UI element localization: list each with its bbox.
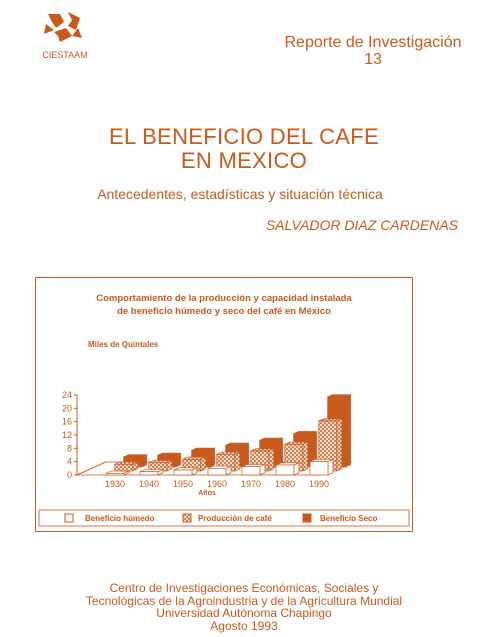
bar-0-1980 — [275, 462, 300, 476]
footer: Centro de Investigaciones Económicas, So… — [40, 582, 448, 632]
x-tick-label-1930: 1930 — [105, 479, 125, 489]
bar-1-1950 — [182, 456, 207, 472]
legend-swatch-humedo — [64, 513, 74, 523]
y-axis-label: Miles de Quintales — [88, 340, 159, 349]
x-tick-label-1970: 1970 — [241, 479, 261, 489]
y-tick-label-20: 20 — [62, 403, 72, 413]
bar-front — [207, 467, 227, 476]
bar-0-1990 — [309, 458, 334, 476]
chart-title-line-2: de beneficio húmedo y seco del café en M… — [117, 306, 331, 317]
legend-label-produccion: Producción de café — [198, 514, 272, 523]
x-tick-label-1950: 1950 — [173, 479, 193, 489]
bar-side — [327, 458, 334, 476]
y-tick-label-0: 0 — [67, 470, 72, 480]
bar-front — [309, 461, 329, 476]
author: SALVADOR DIAZ CARDENAS — [265, 217, 458, 233]
footer-line-1: Centro de Investigaciones Económicas, So… — [109, 581, 379, 595]
bar-side — [345, 394, 351, 468]
bar-side — [200, 456, 207, 472]
title-line-1: EL BENEFICIO DEL CAFE — [109, 124, 379, 149]
bar-front — [173, 469, 193, 476]
logo-text: CIESTAAM — [42, 50, 87, 60]
bar-side — [234, 451, 241, 472]
ciestaam-logo: CIESTAAM — [42, 12, 88, 60]
bar-1-1940 — [148, 459, 173, 472]
chart: Comportamiento de la producción y capaci… — [38, 293, 410, 527]
report-series: Reporte de Investigación — [284, 34, 462, 51]
title-line-2: EN MEXICO — [180, 148, 308, 173]
bar-0-1950 — [173, 467, 198, 476]
legend-label-seco: Beneficio Seco — [320, 514, 377, 523]
footer-line-4: Agosto 1993 — [210, 618, 278, 633]
bar-side — [175, 452, 181, 468]
recycle-arrows-icon — [44, 12, 82, 42]
bar-front — [139, 471, 159, 476]
chart-title-line-1: Comportamiento de la producción y capaci… — [96, 293, 352, 304]
bar-0-1940 — [139, 468, 164, 476]
bar-side — [243, 442, 249, 468]
x-tick-label-1990: 1990 — [309, 479, 329, 489]
footer-line-3: Universidad Autónoma Chapingo — [156, 606, 332, 620]
bar-side — [293, 462, 300, 476]
bar-front — [105, 472, 125, 476]
y-tick-label-24: 24 — [62, 390, 72, 400]
x-tick-label-1960: 1960 — [207, 479, 227, 489]
legend-swatch-produccion — [182, 513, 192, 523]
legend: Beneficio húmedo Producción de café Bene… — [38, 509, 410, 527]
x-tick-label-1980: 1980 — [275, 479, 295, 489]
y-tick-label-8: 8 — [67, 443, 72, 453]
y-tick-label-12: 12 — [62, 430, 72, 440]
legend-label-humedo: Beneficio húmedo — [85, 514, 154, 523]
bar-0-1970 — [241, 463, 266, 476]
bar-side — [268, 448, 275, 472]
y-tick-label-4: 4 — [67, 457, 72, 467]
bar-front — [114, 463, 134, 472]
bar-0-1960 — [207, 465, 232, 476]
floor-depth-edge — [76, 461, 106, 476]
bar-1-1930 — [114, 461, 139, 472]
bar-front — [275, 464, 295, 476]
bar-side — [166, 459, 173, 472]
bar-1-1990 — [318, 418, 343, 472]
chart-frame — [35, 277, 413, 532]
subtitle: Antecedentes, estadísticas y situación t… — [97, 186, 383, 202]
bar-side — [259, 463, 266, 476]
bar-front — [241, 466, 261, 476]
bar-side — [141, 454, 147, 468]
y-tick-label-16: 16 — [62, 417, 72, 427]
x-axis-label: Años — [198, 490, 216, 497]
bar-side — [302, 441, 309, 472]
x-tick-label-1940: 1940 — [139, 479, 159, 489]
bar-0-1930 — [105, 470, 130, 476]
footer-line-2: Tecnológicas de la Agroindustria y de la… — [85, 593, 403, 608]
report-number: 13 — [364, 51, 382, 68]
bar-side — [209, 447, 215, 468]
legend-swatch-seco — [302, 513, 312, 523]
legend-box — [38, 509, 410, 527]
bar-side — [336, 418, 343, 472]
